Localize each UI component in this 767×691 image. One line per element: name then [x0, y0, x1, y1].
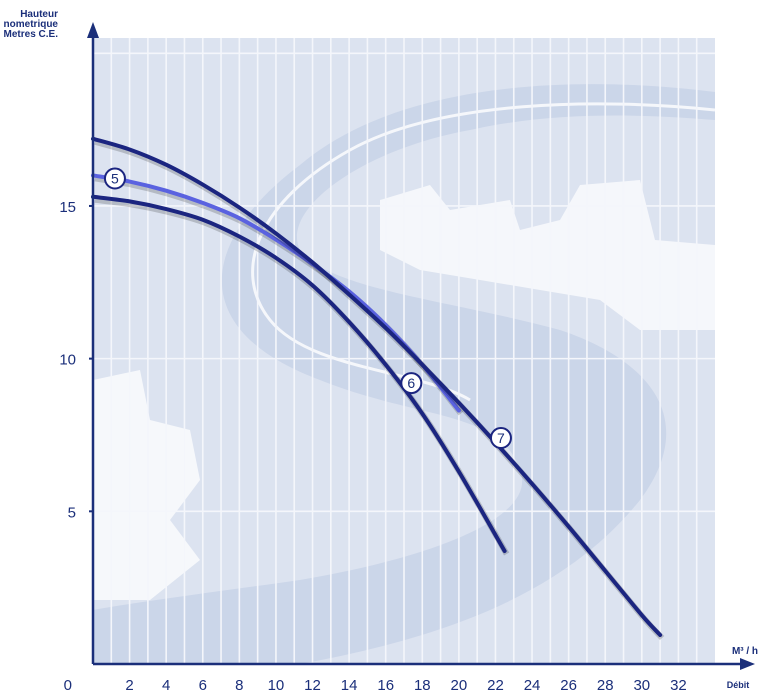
x-axis-unit: M³ / h — [732, 646, 758, 657]
axes — [87, 22, 755, 670]
x-tick-label: 28 — [597, 677, 614, 691]
series-marker-circle — [103, 167, 126, 190]
grid-lines — [93, 38, 715, 664]
y-axis-label: Hauteur — [20, 9, 58, 20]
curve-series-6 — [91, 194, 507, 554]
y-tick-label: 15 — [59, 199, 76, 216]
curve-series-7 — [91, 136, 663, 637]
series-marker-label: 5 — [111, 170, 119, 186]
x-tick-label: 18 — [414, 677, 431, 691]
y-tick-label: 10 — [59, 352, 76, 369]
axis-labels: 2 4 6 8 10 12 14 16 18 20 22 24 26 28 30 32510150Hauteu… — [4, 9, 759, 691]
x-tick-label: 8 — [235, 677, 243, 691]
x-tick-label: 16 — [377, 677, 394, 691]
series-marker-circle — [400, 372, 423, 395]
series-markers: 5 6 7 — [103, 167, 512, 450]
y-axis-label: Metres C.E. — [4, 29, 59, 40]
watermark-gear-right — [380, 180, 715, 330]
x-tick-label: 32 — [670, 677, 687, 691]
series-marker-label: 7 — [497, 430, 505, 446]
x-axis-label: Débit — [727, 680, 750, 690]
origin-label: 0 — [64, 677, 72, 691]
x-tick-label: 12 — [304, 677, 321, 691]
x-tick-label: 2 — [125, 677, 133, 691]
x-tick-label: 24 — [524, 677, 541, 691]
watermark-inner-white — [251, 102, 715, 402]
x-tick-label: 30 — [633, 677, 650, 691]
x-tick-label: 4 — [162, 677, 170, 691]
series-marker-label: 6 — [407, 375, 415, 391]
x-tick-label: 26 — [560, 677, 577, 691]
x-tick-label: 14 — [341, 677, 358, 691]
y-tick-label: 5 — [68, 504, 76, 521]
pump-curves — [91, 136, 665, 641]
x-tick-label: 10 — [268, 677, 285, 691]
x-axis-arrow-icon — [740, 658, 755, 670]
x-tick-label: 6 — [199, 677, 207, 691]
y-axis-label: nometrique — [4, 19, 59, 30]
watermark-gear-left — [93, 370, 200, 600]
series-marker-circle — [489, 427, 512, 450]
y-axis-arrow-icon — [87, 22, 99, 38]
x-tick-label: 22 — [487, 677, 504, 691]
x-tick-label: 20 — [451, 677, 468, 691]
